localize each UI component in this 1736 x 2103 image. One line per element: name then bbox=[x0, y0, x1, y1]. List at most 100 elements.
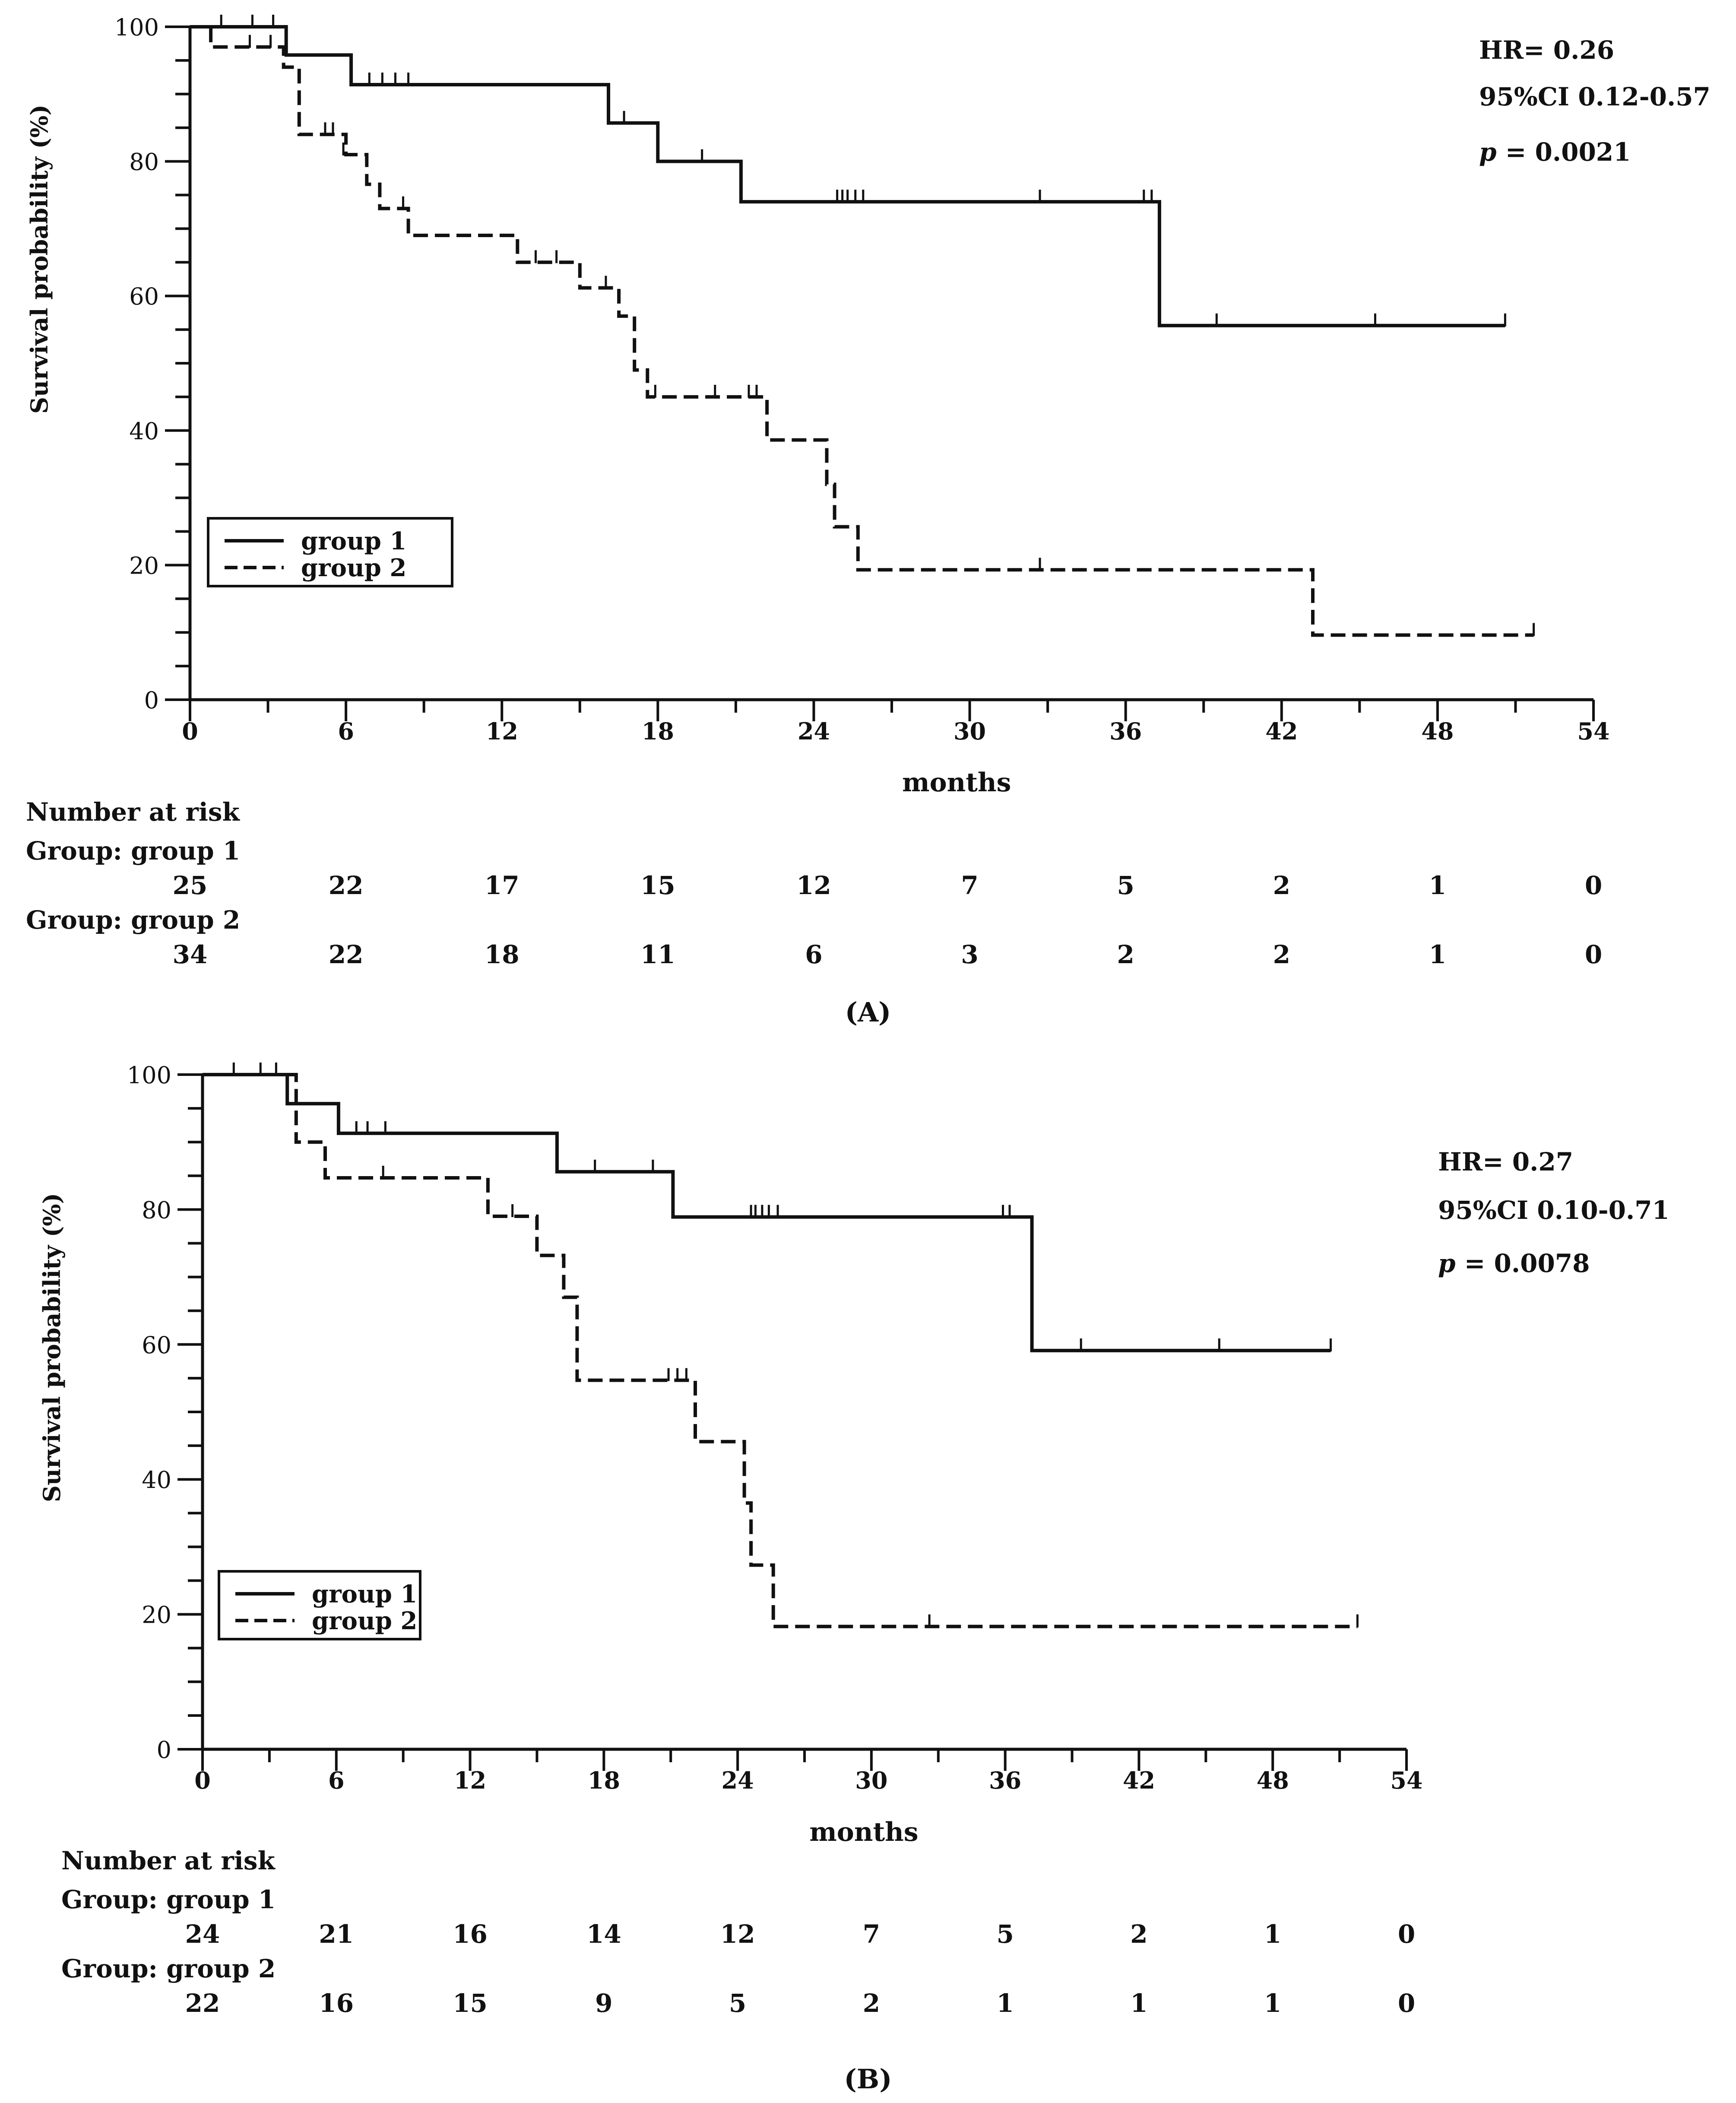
p-value-label: p = 0.0021 bbox=[1479, 137, 1631, 167]
risk-table-cell: 11 bbox=[640, 940, 675, 969]
risk-table-group-label: Group: group 1 bbox=[61, 1885, 276, 1914]
legend-label: group 2 bbox=[301, 554, 406, 582]
x-tick-label: 24 bbox=[798, 717, 830, 745]
y-tick-label: 20 bbox=[142, 1602, 171, 1629]
caption-paren-close: ) bbox=[879, 2063, 892, 2095]
risk-table-cell: 12 bbox=[720, 1919, 755, 1949]
risk-table-cell: 24 bbox=[185, 1919, 220, 1949]
caption-paren-open: ( bbox=[845, 996, 858, 1028]
y-tick-label: 20 bbox=[129, 552, 159, 579]
p-value-label: p = 0.0078 bbox=[1438, 1249, 1590, 1278]
x-tick-label: 0 bbox=[182, 717, 198, 745]
risk-table-cell: 2 bbox=[1273, 940, 1290, 969]
y-axis-title: Survival probability (%) bbox=[25, 105, 53, 414]
risk-table-cell: 5 bbox=[1117, 871, 1134, 900]
risk-table-cell: 17 bbox=[485, 871, 520, 900]
x-tick-label: 36 bbox=[989, 1767, 1021, 1794]
risk-table-title: Number at risk bbox=[61, 1846, 276, 1875]
y-tick-label: 60 bbox=[129, 283, 159, 310]
caption-paren-close: ) bbox=[878, 996, 891, 1028]
survival-curve-group-2 bbox=[190, 25, 1534, 637]
x-tick-label: 18 bbox=[642, 717, 674, 745]
x-tick-label: 48 bbox=[1257, 1767, 1289, 1794]
risk-table-cell: 9 bbox=[595, 1989, 612, 2018]
risk-table-cell: 1 bbox=[1130, 1989, 1147, 2018]
risk-table-cell: 1 bbox=[1264, 1989, 1281, 2018]
confidence-interval-label: 95%CI 0.10-0.71 bbox=[1438, 1196, 1669, 1225]
survival-curve-group-1 bbox=[190, 25, 1505, 327]
x-axis-title: months bbox=[902, 768, 1011, 798]
legend-label: group 1 bbox=[312, 1580, 417, 1608]
legend-box bbox=[218, 1570, 421, 1640]
risk-table-group-label: Group: group 1 bbox=[26, 836, 240, 866]
x-tick-label: 12 bbox=[486, 717, 518, 745]
x-tick-label: 48 bbox=[1421, 717, 1454, 745]
risk-table-cell: 2 bbox=[1117, 940, 1134, 969]
risk-table-cell: 22 bbox=[329, 871, 364, 900]
risk-table-cell: 16 bbox=[319, 1989, 354, 2018]
risk-table-cell: 1 bbox=[1264, 1919, 1281, 1949]
panel-caption: (B) bbox=[844, 2063, 892, 2095]
risk-table-cell: 15 bbox=[640, 871, 675, 900]
p-value-number: = 0.0021 bbox=[1497, 137, 1631, 167]
risk-table-title: Number at risk bbox=[26, 797, 241, 827]
x-tick-label: 54 bbox=[1577, 717, 1609, 745]
panel-caption: (A) bbox=[845, 996, 891, 1028]
caption-letter: A bbox=[857, 996, 879, 1028]
caption-letter: B bbox=[857, 2063, 879, 2095]
legend-label: group 2 bbox=[312, 1607, 417, 1635]
x-tick-label: 6 bbox=[328, 1767, 345, 1794]
risk-table-cell: 12 bbox=[796, 871, 831, 900]
y-tick-label: 100 bbox=[127, 1062, 171, 1089]
x-tick-label: 0 bbox=[194, 1767, 211, 1794]
risk-table-cell: 15 bbox=[453, 1989, 488, 2018]
legend-label: group 1 bbox=[301, 527, 406, 555]
risk-table-cell: 2 bbox=[1130, 1919, 1147, 1949]
x-tick-label: 6 bbox=[338, 717, 354, 745]
caption-paren-open: ( bbox=[844, 2063, 856, 2095]
x-tick-label: 42 bbox=[1123, 1767, 1155, 1794]
p-value-symbol: p bbox=[1479, 137, 1497, 167]
x-axis-title: months bbox=[809, 1817, 918, 1847]
risk-table-cell: 1 bbox=[996, 1989, 1014, 2018]
risk-table-group-label: Group: group 2 bbox=[26, 905, 240, 935]
y-tick-label: 0 bbox=[144, 687, 159, 714]
confidence-interval-label: 95%CI 0.12-0.57 bbox=[1479, 82, 1711, 111]
x-tick-label: 42 bbox=[1265, 717, 1298, 745]
risk-table-cell: 2 bbox=[1273, 871, 1290, 900]
y-tick-label: 40 bbox=[142, 1466, 171, 1494]
x-tick-label: 30 bbox=[855, 1767, 887, 1794]
survival-curve-group-1 bbox=[203, 1073, 1331, 1352]
risk-table-cell: 14 bbox=[586, 1919, 621, 1949]
risk-table-cell: 7 bbox=[863, 1919, 880, 1949]
risk-table-cell: 0 bbox=[1398, 1919, 1415, 1949]
risk-table-cell: 25 bbox=[173, 871, 208, 900]
risk-table-cell: 34 bbox=[173, 940, 208, 969]
hazard-ratio-label: HR= 0.26 bbox=[1479, 35, 1614, 65]
y-tick-label: 0 bbox=[157, 1736, 171, 1764]
risk-table-cell: 3 bbox=[961, 940, 978, 969]
risk-table-cell: 0 bbox=[1398, 1989, 1415, 2018]
y-tick-label: 80 bbox=[142, 1196, 171, 1224]
risk-table-cell: 21 bbox=[319, 1919, 354, 1949]
risk-table-cell: 2 bbox=[863, 1989, 880, 2018]
hazard-ratio-label: HR= 0.27 bbox=[1438, 1147, 1573, 1177]
p-value-number: = 0.0078 bbox=[1456, 1249, 1590, 1278]
risk-table-cell: 7 bbox=[961, 871, 978, 900]
x-tick-label: 54 bbox=[1390, 1767, 1422, 1794]
risk-table-cell: 5 bbox=[729, 1989, 746, 2018]
risk-table-cell: 16 bbox=[453, 1919, 488, 1949]
x-tick-label: 36 bbox=[1109, 717, 1142, 745]
risk-table-cell: 6 bbox=[805, 940, 822, 969]
risk-table-cell: 22 bbox=[329, 940, 364, 969]
legend-box bbox=[207, 517, 453, 587]
risk-table-cell: 18 bbox=[485, 940, 520, 969]
risk-table-cell: 1 bbox=[1429, 871, 1446, 900]
risk-table-group-label: Group: group 2 bbox=[61, 1954, 276, 1983]
y-tick-label: 60 bbox=[142, 1332, 171, 1359]
p-value-symbol: p bbox=[1438, 1249, 1456, 1278]
x-tick-label: 18 bbox=[588, 1767, 620, 1794]
